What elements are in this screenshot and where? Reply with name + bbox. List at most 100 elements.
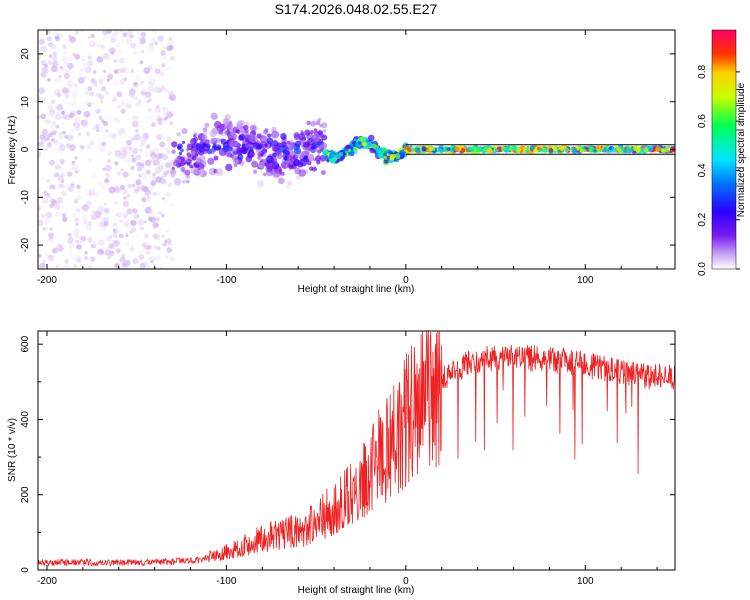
heatmap-cell [164, 255, 169, 260]
heatmap-cell [147, 107, 152, 113]
heatmap-cell [207, 157, 215, 165]
heatmap-cell [51, 130, 57, 136]
heatmap-cell [259, 135, 268, 144]
heatmap-cell [126, 193, 131, 198]
y-tick-label: -20 [20, 237, 31, 252]
heatmap-cell [326, 159, 330, 163]
heatmap-cell [40, 213, 46, 219]
heatmap-cell [523, 147, 527, 151]
heatmap-cell [140, 90, 146, 96]
heatmap-cell [125, 233, 129, 237]
x-tick-label: 100 [577, 576, 594, 587]
heatmap-cell [164, 200, 167, 204]
heatmap-cell [256, 133, 262, 139]
heatmap-cell [49, 227, 54, 232]
heatmap-cell [61, 265, 68, 269]
heatmap-cell [40, 145, 45, 150]
heatmap-cell [176, 132, 181, 137]
heatmap-cell [52, 30, 59, 37]
heatmap-cell [62, 68, 68, 75]
heatmap-cell [155, 104, 160, 109]
heatmap-cell [245, 121, 250, 126]
heatmap-cell [264, 143, 268, 147]
heatmap-cell [160, 45, 167, 51]
heatmap-cell [54, 77, 61, 84]
heatmap-cell [100, 146, 106, 153]
heatmap-cell [132, 258, 139, 265]
heatmap-cell [282, 149, 290, 157]
heatmap-cell [383, 152, 387, 157]
heatmap-cell [170, 169, 177, 176]
heatmap-cell [130, 219, 137, 227]
heatmap-cell [168, 66, 172, 70]
heatmap-cell [52, 144, 60, 152]
heatmap-cell [315, 120, 321, 126]
heatmap-cell [143, 233, 149, 239]
heatmap-cell [395, 159, 399, 163]
heatmap-cell [271, 144, 279, 152]
heatmap-cell [116, 213, 120, 217]
heatmap-cell [98, 129, 102, 133]
heatmap-cell [93, 240, 98, 246]
heatmap-cell [84, 66, 92, 74]
heatmap-cell [81, 215, 89, 223]
heatmap-cell [59, 144, 66, 151]
heatmap-cell [80, 30, 84, 33]
heatmap-cell [115, 152, 123, 159]
heatmap-cell [310, 130, 314, 134]
heatmap-cell [133, 213, 140, 220]
heatmap-cell [319, 154, 327, 162]
heatmap-cell [122, 190, 126, 194]
heatmap-cell [91, 173, 97, 180]
x-tick-label: -100 [216, 275, 236, 286]
heatmap-cell [105, 172, 111, 179]
heatmap-cell [60, 183, 65, 189]
heatmap-cell [193, 132, 198, 136]
heatmap-cell [71, 212, 77, 218]
figure-title: S174.2026.048.02.55.E27 [275, 1, 438, 17]
heatmap-cell [131, 154, 135, 158]
heatmap-cell [139, 162, 145, 167]
heatmap-cell [263, 153, 267, 157]
heatmap-cell [90, 34, 95, 38]
heatmap-cell [127, 149, 131, 153]
heatmap-cell [108, 30, 113, 34]
heatmap-cell [127, 183, 132, 189]
heatmap-cell [61, 55, 67, 62]
heatmap-cell [633, 145, 639, 152]
heatmap-cell [38, 53, 42, 60]
heatmap-cell [306, 120, 311, 126]
heatmap-cell [288, 165, 293, 170]
heatmap-cell [266, 137, 274, 145]
heatmap-cell [253, 142, 261, 150]
heatmap-cell [46, 142, 52, 148]
heatmap-cell [362, 137, 366, 141]
heatmap-cell [105, 235, 112, 242]
heatmap-cell [666, 147, 671, 151]
heatmap-cell [123, 156, 131, 164]
heatmap-cell [564, 147, 569, 152]
heatmap-cell [38, 141, 43, 147]
heatmap-cell [87, 35, 91, 39]
heatmap-cell [121, 39, 126, 44]
heatmap-cell [119, 233, 124, 239]
heatmap-cell [46, 36, 52, 42]
heatmap-cell [181, 128, 188, 135]
heatmap-cell [167, 182, 172, 187]
heatmap-cell [157, 210, 162, 215]
heatmap-cell [43, 217, 51, 225]
heatmap-cell [583, 148, 587, 152]
heatmap-cell [100, 44, 105, 49]
heatmap-cell [280, 171, 285, 176]
heatmap-cell [121, 253, 126, 259]
heatmap-cell [162, 172, 168, 178]
heatmap-cell [45, 211, 53, 219]
colorbar-gradient [711, 29, 737, 270]
heatmap-cell [157, 115, 162, 120]
heatmap-cell [281, 141, 287, 148]
heatmap-cell [153, 159, 160, 166]
heatmap-cell [286, 154, 293, 161]
heatmap-cell [145, 169, 151, 175]
heatmap-cell [180, 166, 186, 172]
heatmap-cell [119, 261, 124, 265]
